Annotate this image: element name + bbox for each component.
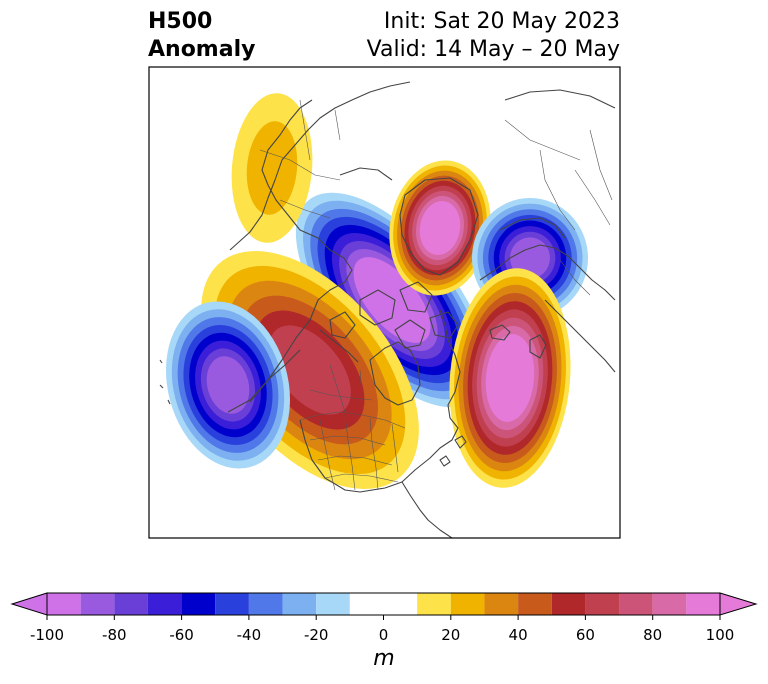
anomaly-contour [206, 356, 250, 414]
colorbar-extend-low [10, 592, 48, 616]
colorbar-tick-label: 80 [643, 626, 663, 644]
colorbar-bin [80, 593, 115, 615]
anomaly-field [166, 93, 588, 489]
colorbar-tick-label: -20 [303, 626, 329, 644]
colorbar-tick-label: 40 [508, 626, 528, 644]
colorbar-bin [47, 593, 81, 615]
anomaly-contour [490, 342, 530, 414]
colorbar-bin [450, 593, 485, 615]
colorbar-bin [215, 593, 249, 615]
colorbar-bin [619, 593, 653, 615]
anomaly-contour [360, 265, 424, 335]
colorbar-bin [114, 593, 148, 615]
colorbar-bin [652, 593, 687, 615]
colorbar-bin [147, 593, 182, 615]
valid-range: Valid: 14 May – 20 May [366, 37, 620, 62]
colorbar-bin [585, 593, 620, 615]
colorbar-tick-label: -100 [29, 626, 65, 644]
colorbar-tick-label: -60 [169, 626, 194, 644]
colorbar-bin [551, 593, 586, 615]
colorbar-tick-label: -40 [236, 626, 262, 644]
title-right: Init: Sat 20 May 2023 Valid: 14 May – 20… [367, 8, 620, 64]
colorbar-tick-label: -80 [102, 626, 127, 644]
colorbar-bin [349, 593, 418, 615]
colorbar-bin [181, 593, 216, 615]
colorbar-bin [282, 593, 317, 615]
colorbar-bin [316, 593, 350, 615]
colorbar-unit-label: m [373, 646, 395, 671]
anomaly-contour [246, 121, 298, 215]
colorbar-bin [686, 593, 720, 615]
anomaly-contour [423, 206, 457, 250]
colorbar-bin [484, 593, 519, 615]
colorbar-tick-label: 0 [378, 626, 389, 644]
init-time: Init: Sat 20 May 2023 [383, 9, 620, 34]
colorbar-bin [248, 593, 283, 615]
colorbar-bin [518, 593, 552, 615]
colorbar-tick-label: 100 [705, 626, 735, 644]
title-left: H500 Anomaly [148, 8, 255, 64]
colorbar-tick-label: 20 [441, 626, 461, 644]
map-frame [148, 66, 621, 539]
colorbar-extend-high [719, 592, 758, 616]
colorbar [10, 592, 758, 620]
colorbar-tick-label: 60 [575, 626, 595, 644]
political-borders [259, 99, 613, 491]
anomaly-contour [510, 237, 550, 279]
anomaly-map [148, 66, 621, 539]
coastlines [159, 81, 616, 538]
title-type: Anomaly [148, 37, 256, 62]
title-variable: H500 [148, 9, 213, 34]
colorbar-bin [417, 593, 451, 615]
